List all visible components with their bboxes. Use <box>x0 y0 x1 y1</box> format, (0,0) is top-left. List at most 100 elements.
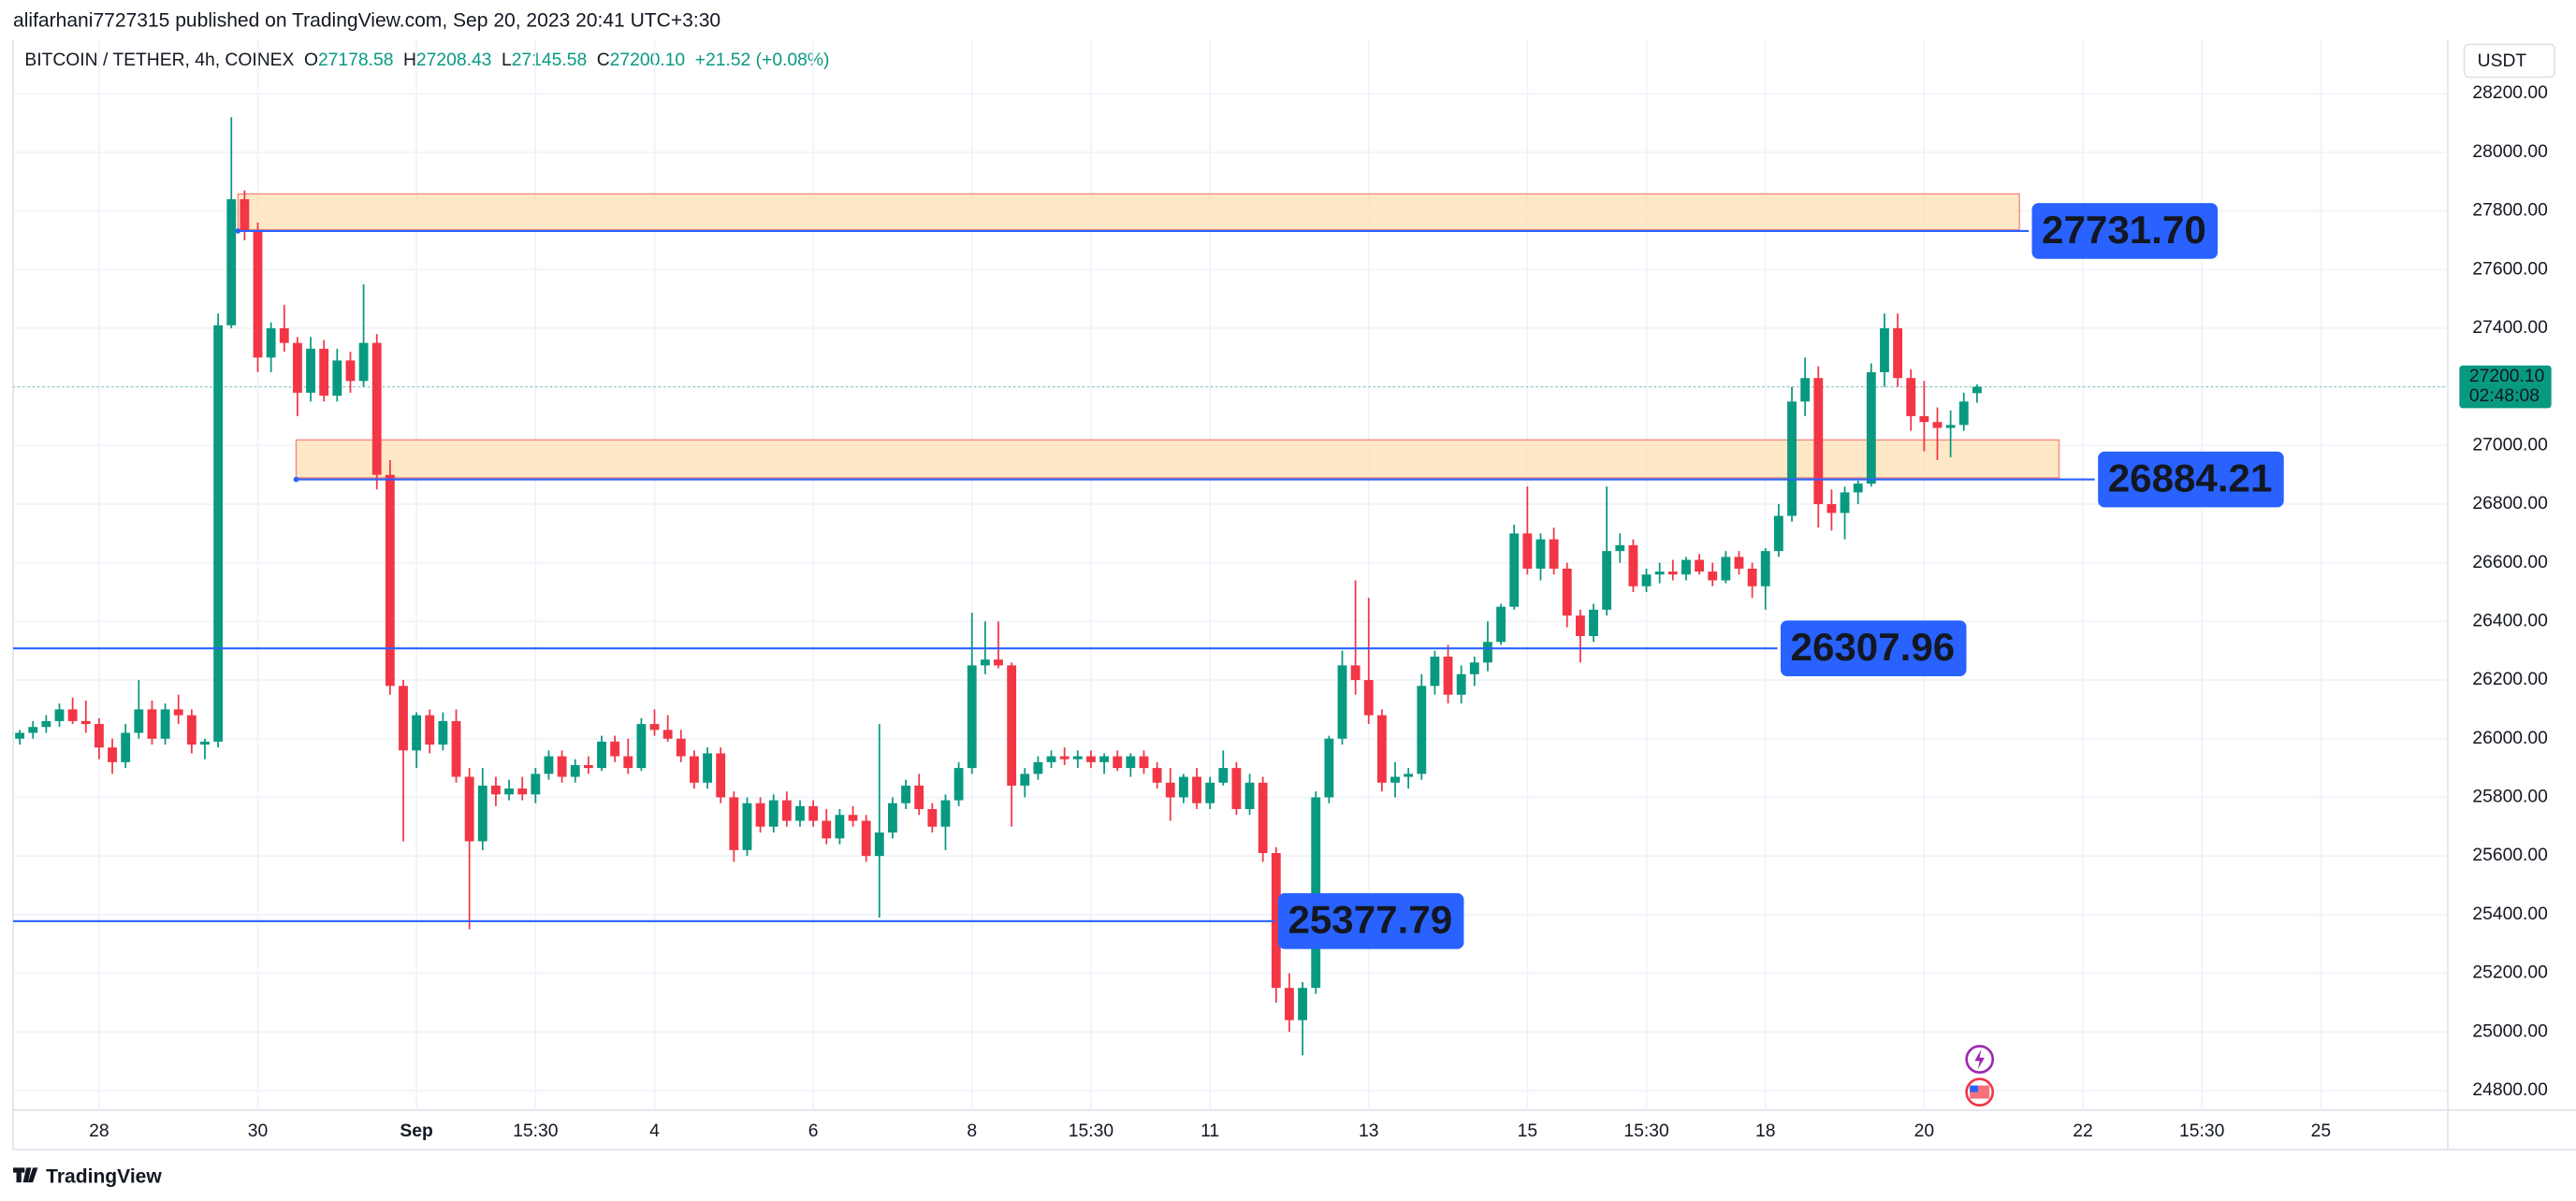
x-tick-label: 15:30 <box>2179 1121 2224 1141</box>
candle-body <box>716 753 726 798</box>
candle-body <box>1337 665 1347 739</box>
x-tick-label: 22 <box>2073 1121 2092 1141</box>
candle-body <box>742 803 752 850</box>
level-label-box <box>1780 620 1967 677</box>
candle-body <box>636 724 647 769</box>
level-anchor <box>293 476 299 483</box>
candle-body <box>1866 371 1876 485</box>
candle-body <box>1893 327 1903 379</box>
candle-body <box>1958 401 1969 426</box>
candle-body <box>1113 756 1123 769</box>
candle-body <box>80 720 91 725</box>
candle-body <box>874 832 884 857</box>
candle-body <box>1258 782 1268 853</box>
candle-body <box>662 730 673 739</box>
flag-icon-canton <box>1970 1085 1978 1092</box>
y-tick-label: 27800.00 <box>2472 201 2548 221</box>
x-tick-label: 30 <box>248 1121 268 1141</box>
candle-body <box>200 741 210 745</box>
candle-body <box>345 360 356 382</box>
symbol: BITCOIN / TETHER, 4h, COINEX <box>24 51 294 70</box>
candle-body <box>54 709 65 721</box>
y-tick-label: 26000.00 <box>2472 729 2548 748</box>
publisher: alifarhani7727315 published on TradingVi… <box>13 9 720 31</box>
candle-body <box>504 789 514 795</box>
candle-body <box>1522 533 1533 569</box>
candle-body <box>531 774 541 795</box>
x-tick-label: 4 <box>649 1121 660 1141</box>
candle-body <box>570 764 580 777</box>
candle-body <box>121 732 131 762</box>
y-tick-label: 26800.00 <box>2472 494 2548 514</box>
currency-box[interactable] <box>2463 43 2556 79</box>
candle-body <box>1298 988 1307 1020</box>
candle-body <box>781 800 792 821</box>
candle-body <box>690 756 699 783</box>
candle-body <box>544 756 554 774</box>
x-tick-label: 15:30 <box>1623 1121 1668 1141</box>
candle-body <box>94 724 104 748</box>
candle-body <box>980 659 990 666</box>
legend-row: BITCOIN / TETHER, 4h, COINEX O27178.58 H27… <box>24 51 829 70</box>
y-tick-label: 25400.00 <box>2472 904 2548 924</box>
candle-body <box>253 231 263 358</box>
candle-body <box>1641 574 1652 586</box>
level-anchor <box>235 228 241 234</box>
candle-body <box>597 741 606 769</box>
candle-body <box>28 727 38 733</box>
candle-body <box>861 820 871 857</box>
candle-body <box>1787 401 1797 516</box>
candle-body <box>67 709 78 721</box>
candle-body <box>1178 776 1188 798</box>
candle-body <box>438 720 448 745</box>
candle-body <box>623 756 633 769</box>
candle-body <box>1721 557 1731 581</box>
ohlc-key: C <box>597 51 610 70</box>
x-tick-label: 25 <box>2311 1121 2331 1141</box>
candle-body <box>1430 656 1440 687</box>
last-price-label: 27200.10 <box>2469 367 2545 386</box>
candle-body <box>1695 559 1705 572</box>
level-label-box <box>1277 892 1464 949</box>
candle-body <box>1033 761 1043 774</box>
y-tick-label: 25600.00 <box>2472 846 2548 865</box>
brand: TradingView <box>46 1165 162 1187</box>
candle-body <box>1945 425 1956 428</box>
candle-body <box>173 709 183 716</box>
candle-body <box>1972 386 1982 394</box>
candle-body <box>1059 756 1070 760</box>
candle-body <box>1244 782 1255 809</box>
x-tick-label: 13 <box>1359 1121 1378 1141</box>
candle-body <box>1020 774 1030 786</box>
ohlc-key: O <box>304 51 318 70</box>
candle-body <box>1007 665 1017 786</box>
candle-body <box>1667 572 1678 575</box>
y-tick-label: 26600.00 <box>2472 553 2548 572</box>
candle-body <box>108 747 117 762</box>
candle-body <box>914 785 924 809</box>
change: +21.52 (+0.08%) <box>695 51 830 70</box>
y-tick-label: 27000.00 <box>2472 435 2548 455</box>
candle-body <box>1826 503 1837 514</box>
candle-body <box>1324 738 1334 798</box>
y-tick-label: 24800.00 <box>2472 1080 2548 1100</box>
candle-body <box>610 741 620 757</box>
x-tick-label: Sep <box>400 1121 432 1141</box>
y-tick-label: 27600.00 <box>2472 259 2548 279</box>
candle-body <box>358 342 369 382</box>
candle-body <box>1311 797 1321 989</box>
candle-body <box>1046 756 1056 762</box>
candle-body <box>306 348 315 393</box>
x-tick-label: 28 <box>89 1121 109 1141</box>
candle-body <box>1350 665 1361 681</box>
candle-body <box>491 785 501 795</box>
candle-body <box>953 768 964 801</box>
candle-body <box>1760 551 1770 586</box>
candle-body <box>1681 559 1691 575</box>
candle-body <box>213 325 224 742</box>
candle-body <box>279 327 289 343</box>
candle-body <box>1496 606 1506 643</box>
last-price-box <box>2459 365 2552 409</box>
level-label: 25377.79 <box>1288 898 1452 942</box>
x-tick-label: 11 <box>1201 1121 1219 1141</box>
